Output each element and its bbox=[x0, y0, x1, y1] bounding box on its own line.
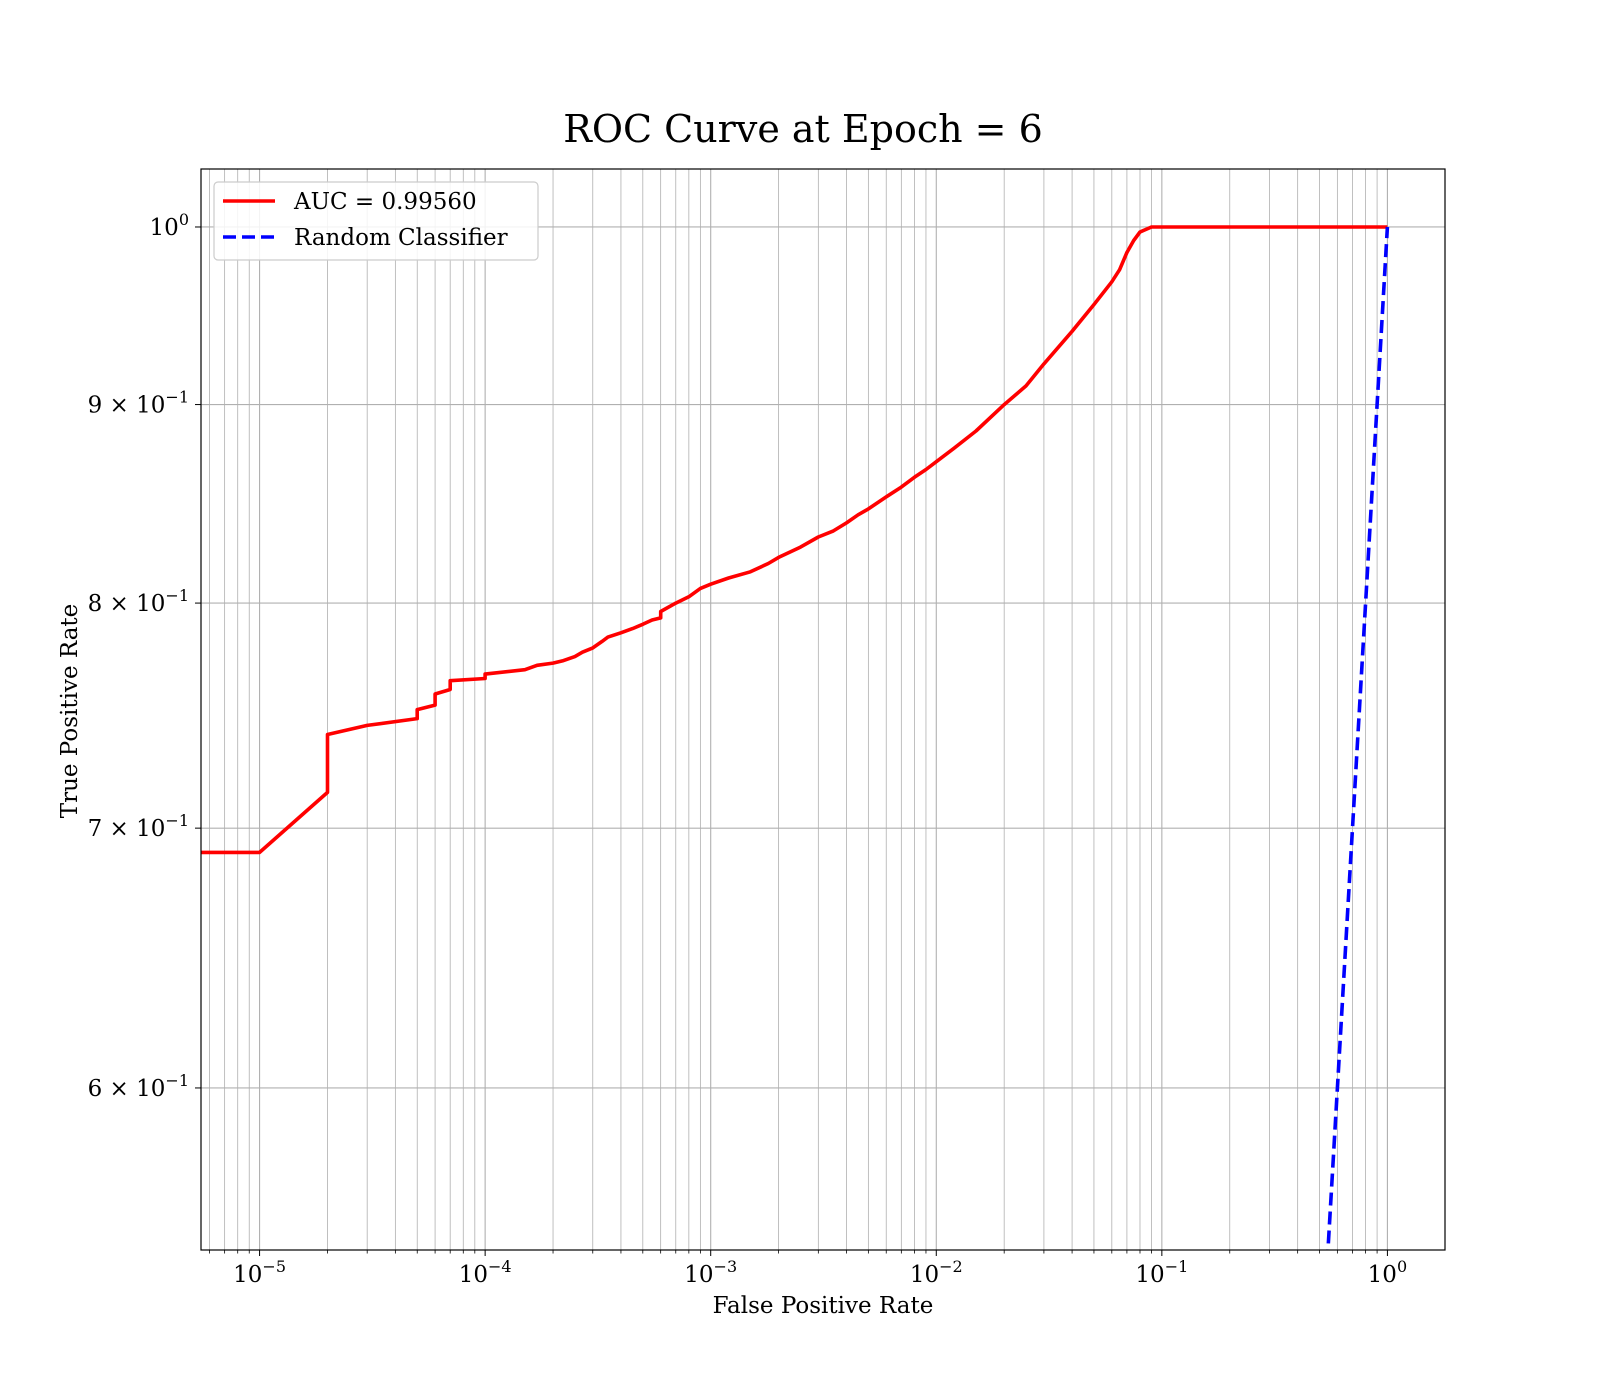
y-tick-label: 8 × 10−1 bbox=[88, 586, 189, 617]
y-tick-label: 6 × 10−1 bbox=[88, 1071, 189, 1102]
y-tick-label: 7 × 10−1 bbox=[88, 811, 189, 842]
x-axis-label: False Positive Rate bbox=[713, 1293, 934, 1319]
series-layer bbox=[201, 225, 1390, 1250]
legend-label: Random Classifier bbox=[294, 225, 508, 251]
y-tick-label: 9 × 10−1 bbox=[88, 388, 189, 419]
roc-curve-line bbox=[201, 225, 1388, 855]
legend-label: AUC = 0.99560 bbox=[293, 189, 477, 215]
x-tick-label: 100 bbox=[1368, 1257, 1407, 1288]
y-axis-label: True Positive Rate bbox=[57, 604, 83, 819]
x-tick-label: 10−1 bbox=[1135, 1257, 1188, 1288]
random-classifier-line bbox=[1326, 226, 1390, 1250]
axis-ticks: 10−5 10−4 10−3 10−2 10−1 100 100 9 × 10−1 8 × 10… bbox=[88, 210, 1408, 1288]
legend-box bbox=[213, 181, 539, 261]
x-tick-label: 10−4 bbox=[459, 1257, 512, 1288]
y-tick-label: 100 bbox=[150, 210, 189, 241]
grid-lines bbox=[201, 169, 1445, 1250]
x-tick-label: 10−2 bbox=[910, 1257, 963, 1288]
chart-title: ROC Curve at Epoch = 6 bbox=[563, 107, 1043, 151]
x-tick-label: 10−3 bbox=[684, 1257, 737, 1288]
plot-area bbox=[200, 168, 1446, 1251]
legend: AUC = 0.99560 Random Classifier bbox=[213, 181, 539, 261]
x-tick-label: 10−5 bbox=[233, 1257, 286, 1288]
